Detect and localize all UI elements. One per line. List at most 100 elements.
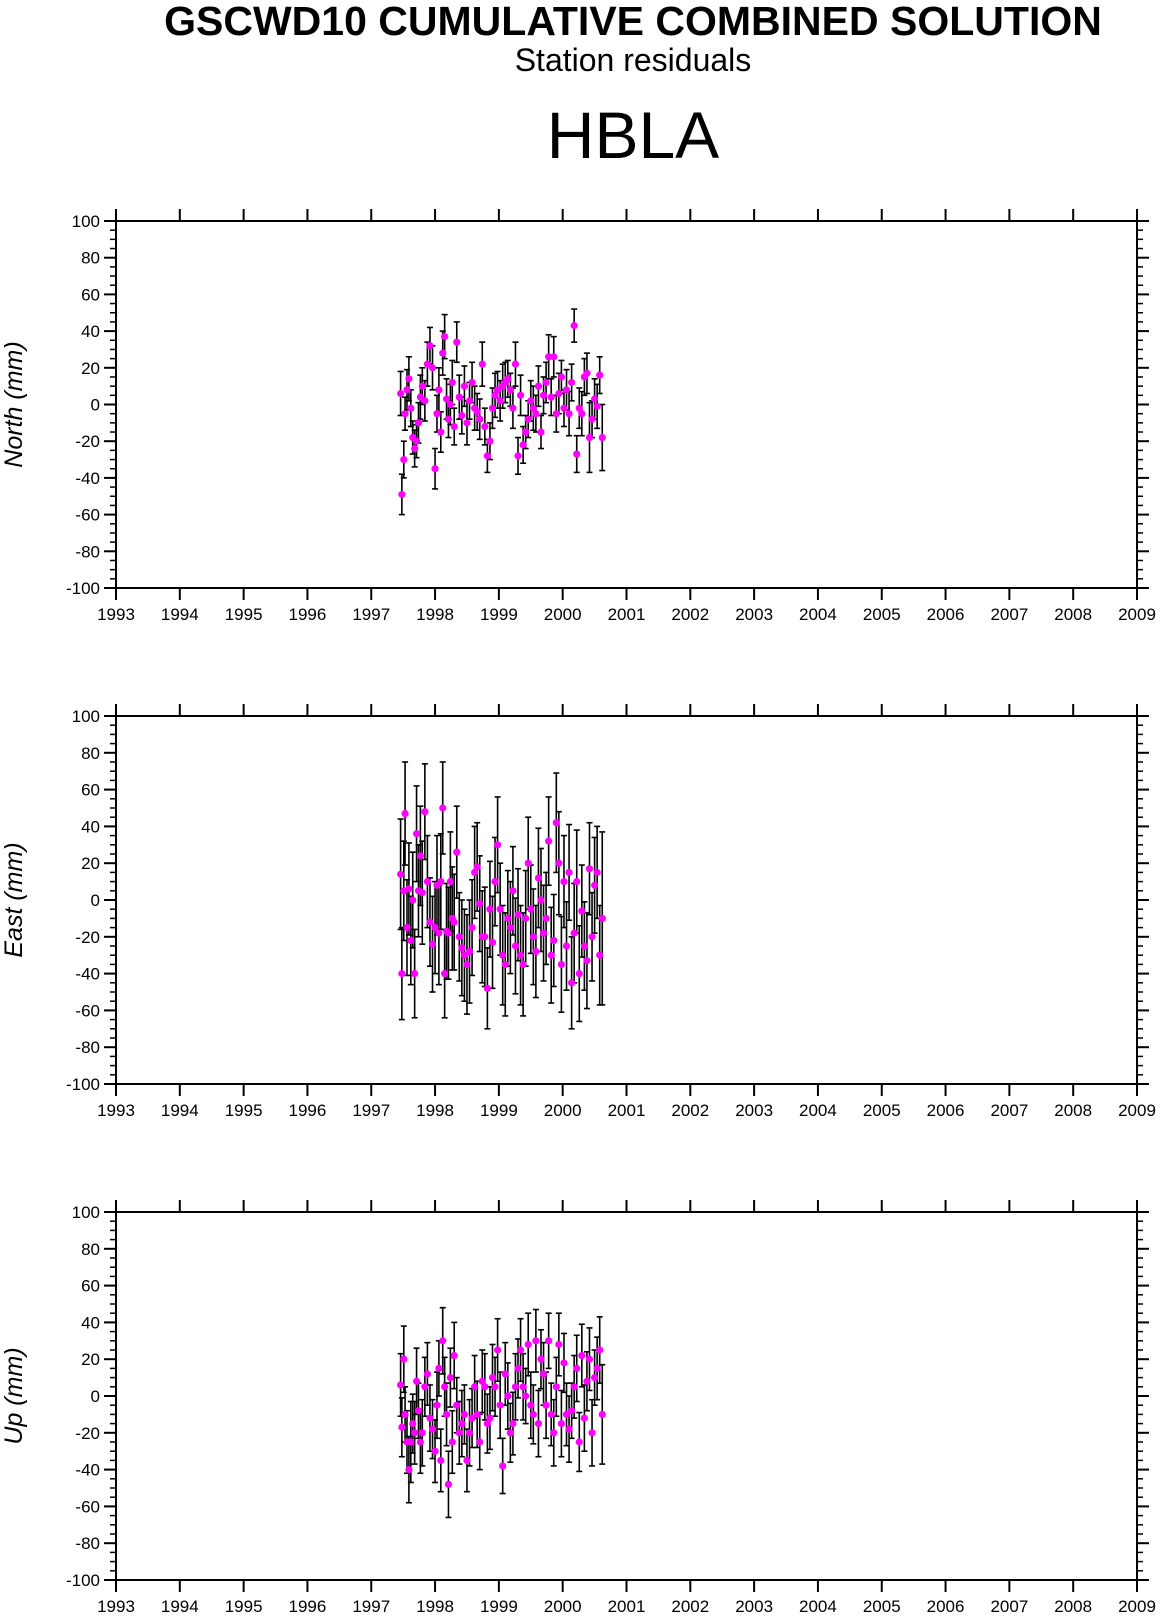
x-tick-label: 2009: [1118, 1101, 1156, 1120]
data-point: [409, 1420, 417, 1428]
data-point: [537, 1355, 545, 1363]
data-point: [488, 404, 497, 412]
x-tick-label: 2004: [799, 1597, 837, 1616]
data-point: [565, 410, 573, 418]
data-point: [455, 933, 463, 941]
data-point: [418, 889, 426, 897]
data-point: [435, 386, 443, 394]
x-tick-label: 2004: [799, 605, 837, 624]
x-tick-label: 2006: [927, 605, 965, 624]
x-tick-label: 1993: [97, 1597, 135, 1616]
y-tick-label: -80: [75, 1038, 100, 1057]
data-point: [532, 1337, 540, 1345]
y-tick-label: -60: [75, 1001, 100, 1020]
y-tick-label: 40: [81, 817, 100, 836]
data-point: [403, 924, 411, 932]
data-point: [534, 382, 543, 390]
data-point: [486, 905, 494, 913]
plot-panel-east: 1993 1994 1995 1996 1997 1998 1999 2000 2001 2002…: [0, 704, 1156, 1120]
data-point: [421, 808, 429, 816]
data-point: [527, 1401, 535, 1409]
data-point: [407, 936, 415, 945]
data-point: [522, 428, 530, 436]
data-point: [509, 404, 517, 412]
x-tick-label: 2001: [608, 605, 646, 624]
data-point: [565, 1425, 573, 1433]
data-point: [428, 364, 437, 372]
data-point: [590, 395, 599, 403]
data-point: [573, 1364, 581, 1372]
data-point: [532, 410, 540, 418]
data-point: [555, 389, 563, 398]
x-tick-label: 2007: [990, 1101, 1028, 1120]
data-point: [426, 342, 434, 350]
data-point: [448, 378, 456, 387]
data-point: [439, 1337, 447, 1345]
station-name: HBLA: [546, 98, 720, 172]
plot-panel-up: 1993 1994 1995 1996 1997 1998 1999 2000 2001 2002…: [0, 1200, 1156, 1616]
data-point: [401, 1410, 409, 1418]
data-point: [524, 859, 532, 867]
x-tick-label: 1994: [161, 605, 199, 624]
data-point: [539, 1370, 548, 1378]
data-point: [435, 929, 443, 937]
data-point: [539, 929, 548, 937]
y-tick-label: -20: [75, 928, 100, 947]
plot-frame: [115, 220, 1138, 589]
data-point: [593, 402, 601, 410]
data-point: [446, 400, 454, 409]
data-point: [463, 1456, 471, 1464]
data-point: [590, 881, 599, 889]
data-point: [476, 1438, 484, 1446]
x-tick-label: 1998: [416, 605, 454, 624]
y-tick-label: 80: [81, 1240, 100, 1259]
data-point: [421, 1383, 429, 1391]
data-point: [537, 896, 545, 904]
y-tick-label: -100: [66, 579, 100, 598]
data-point: [458, 411, 466, 420]
data-point: [409, 896, 417, 904]
data-point: [441, 1383, 449, 1391]
data-point: [431, 465, 439, 473]
data-point: [465, 397, 474, 405]
data-point: [416, 1438, 424, 1446]
data-point: [514, 1364, 522, 1372]
data-point: [439, 349, 447, 357]
data-point: [448, 1438, 456, 1446]
data-point: [481, 422, 489, 431]
data-point: [496, 905, 504, 913]
data-point: [423, 1370, 432, 1378]
y-tick-label: 100: [72, 212, 100, 231]
data-point: [478, 1377, 486, 1385]
data-point: [442, 1410, 451, 1418]
y-tick-label: 100: [72, 1203, 100, 1222]
data-point: [552, 410, 560, 418]
data-point: [486, 1414, 494, 1422]
y-tick-label: 40: [81, 1313, 100, 1332]
x-tick-label: 1997: [352, 605, 390, 624]
data-point: [471, 1383, 479, 1391]
data-point: [486, 437, 494, 445]
data-point: [588, 933, 596, 941]
data-point: [488, 1374, 497, 1382]
data-point: [476, 900, 484, 908]
data-series: [397, 308, 606, 516]
data-point: [534, 874, 543, 882]
data-point: [465, 947, 474, 956]
data-point: [446, 878, 454, 886]
y-tick-label: 0: [91, 1387, 100, 1406]
data-point: [506, 1429, 514, 1437]
x-tick-label: 2006: [927, 1101, 965, 1120]
data-point: [491, 878, 499, 886]
x-tick-label: 1995: [225, 1101, 263, 1120]
data-point: [516, 1346, 525, 1354]
x-tick-label: 2008: [1054, 605, 1092, 624]
data-point: [573, 878, 581, 886]
data-point: [401, 410, 409, 418]
data-point: [560, 878, 568, 886]
data-point: [437, 878, 445, 886]
data-point: [557, 373, 566, 381]
x-tick-label: 2004: [799, 1101, 837, 1120]
data-point: [539, 391, 548, 399]
